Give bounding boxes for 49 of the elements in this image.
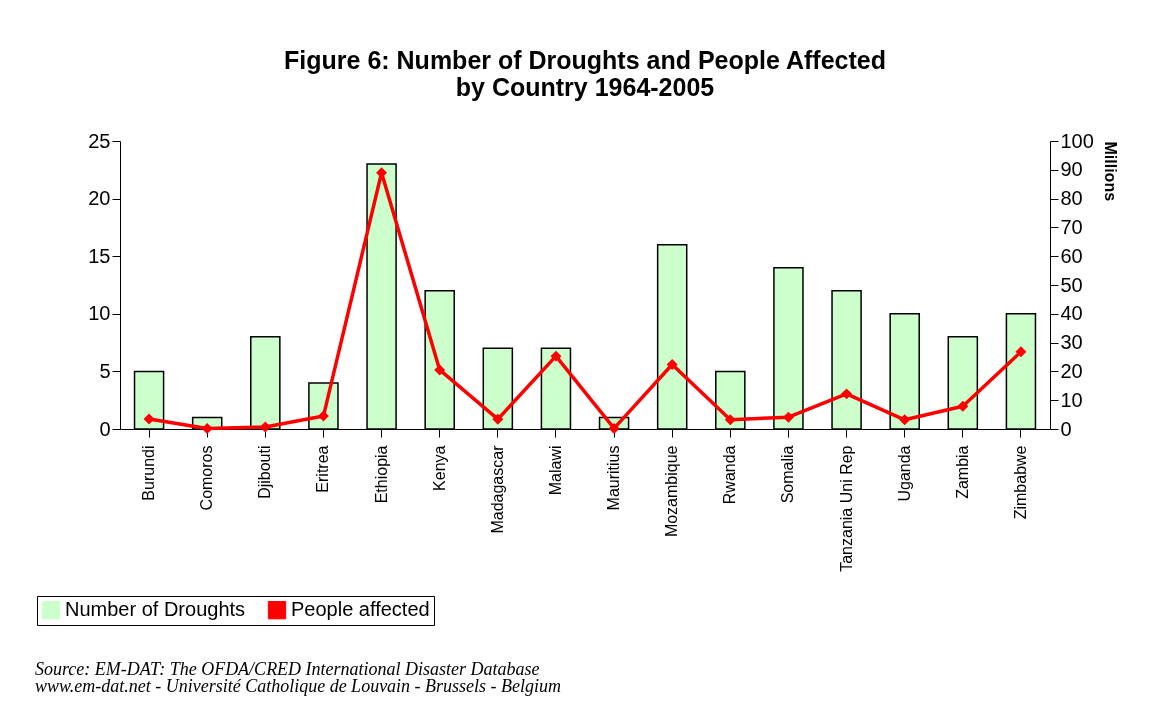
- x-tick-label: Malawi: [546, 445, 564, 496]
- x-tick-label: Ethiopia: [372, 445, 390, 504]
- x-tick-label: Burundi: [140, 445, 158, 501]
- point: [550, 350, 562, 362]
- y-tick-label: 0: [99, 417, 111, 440]
- y2-tick-label: 60: [1060, 244, 1083, 267]
- x-tick-label: Mozambique: [663, 445, 681, 538]
- x-tick-label: Uganda: [895, 445, 913, 502]
- y2-tick-label: 30: [1060, 331, 1083, 354]
- x-tick-label: Comoros: [198, 445, 216, 511]
- text: Figure 6: Number of Droughts and People Affected: [284, 46, 886, 74]
- x-tick-label: Djibouti: [256, 445, 274, 499]
- point: [724, 414, 736, 426]
- point: [899, 414, 911, 426]
- point: [317, 410, 329, 422]
- x-tick-label: Eritrea: [314, 445, 332, 493]
- x-tick-label: Rwanda: [721, 445, 739, 505]
- x-tick-label: Mauritius: [605, 445, 623, 511]
- y2-axis-title: Millions: [1101, 141, 1119, 202]
- y2-tick-label: 0: [1060, 417, 1072, 440]
- y2-tick-label: 80: [1060, 187, 1083, 210]
- x-tick-label: Madagascar: [488, 444, 506, 534]
- point: [492, 413, 504, 425]
- y2-tick-label: 70: [1060, 215, 1083, 238]
- y2-tick-label: 40: [1060, 302, 1083, 325]
- x-tick-label: Zambia: [953, 445, 971, 499]
- x-tick-label: Kenya: [430, 445, 448, 491]
- y2-tick-label: 90: [1060, 158, 1083, 181]
- x-tick-label: Tanzania Uni Rep: [837, 445, 855, 572]
- y2-tick-label: 20: [1060, 359, 1083, 382]
- point: [957, 400, 969, 412]
- x-tick-label: Zimbabwe: [1011, 445, 1029, 520]
- x-tick-label: Somalia: [779, 445, 797, 504]
- y-tick-label: 5: [99, 359, 111, 382]
- y-tick-label: 15: [88, 244, 111, 267]
- point: [434, 364, 446, 376]
- point: [1015, 346, 1027, 358]
- point: [841, 388, 853, 400]
- legend-label: Number of Droughts: [65, 598, 246, 621]
- y-tick-label: 20: [88, 187, 111, 210]
- y-tick-label: 25: [88, 129, 111, 152]
- legend-label: People affected: [291, 598, 430, 621]
- y2-tick-label: 100: [1060, 129, 1094, 152]
- point: [143, 413, 155, 425]
- y2-tick-label: 50: [1060, 273, 1083, 296]
- y2-tick-label: 10: [1060, 388, 1083, 411]
- y-tick-label: 10: [88, 302, 111, 325]
- point: [666, 359, 678, 370]
- text: by Country 1964-2005: [455, 73, 715, 101]
